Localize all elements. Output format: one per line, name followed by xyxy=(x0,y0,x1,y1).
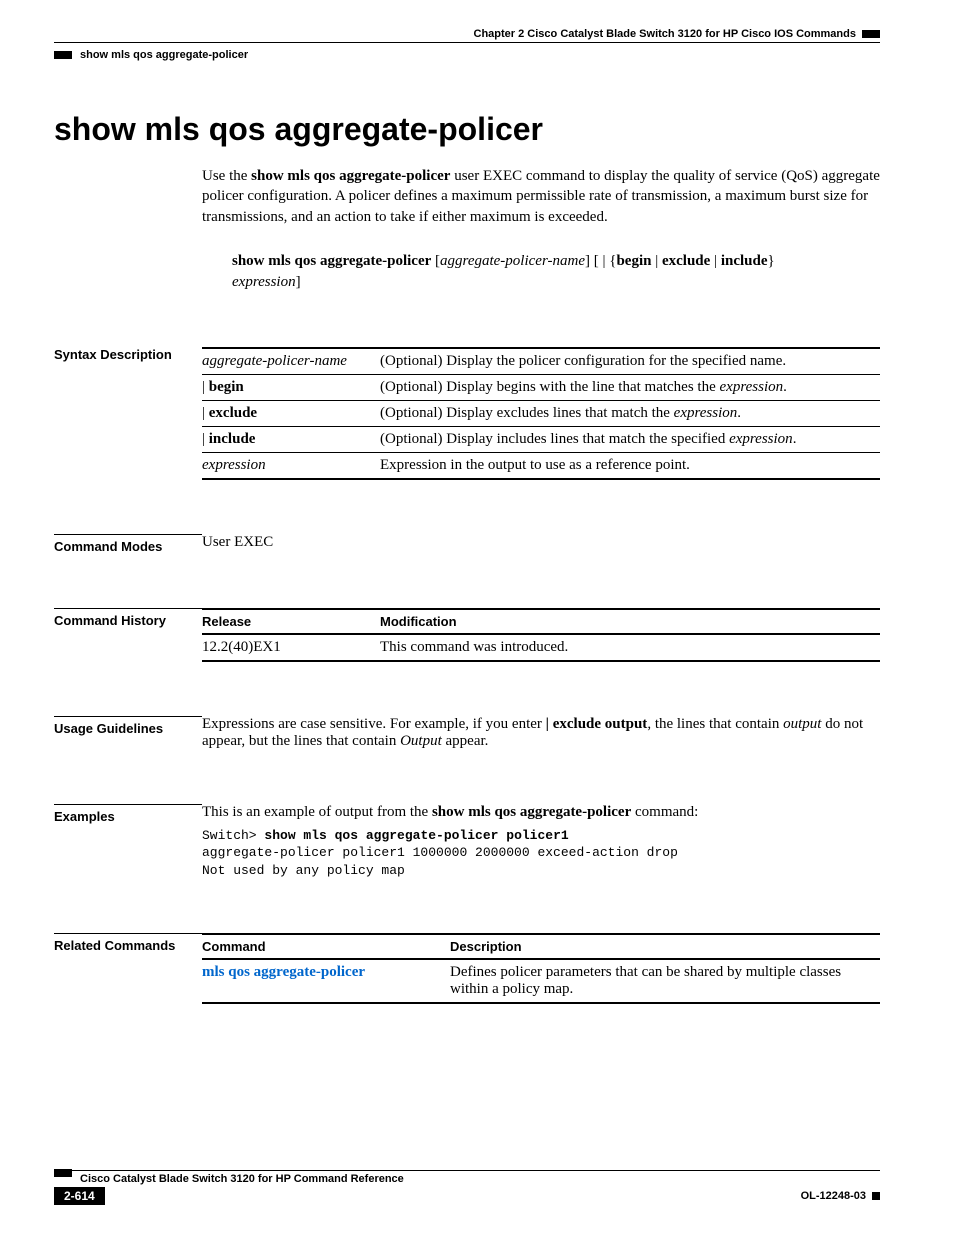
page-footer: Cisco Catalyst Blade Switch 3120 for HP … xyxy=(54,1170,880,1205)
section-label: Examples xyxy=(54,804,202,824)
command-history-section: Command History Release Modification 12.… xyxy=(54,608,880,662)
command-modes-section: Command Modes User EXEC xyxy=(54,534,880,554)
related-commands-section: Related Commands Command Description mls… xyxy=(54,933,880,1004)
table-row: | begin (Optional) Display begins with t… xyxy=(202,374,880,400)
example-code: Switch> show mls qos aggregate-policer p… xyxy=(202,827,880,880)
section-name: show mls qos aggregate-policer xyxy=(80,49,248,61)
page-number: 2-614 xyxy=(54,1187,105,1205)
intro-paragraph: Use the show mls qos aggregate-policer u… xyxy=(202,166,880,227)
page-title: show mls qos aggregate-policer xyxy=(54,111,880,148)
table-row: mls qos aggregate-policer Defines police… xyxy=(202,959,880,1003)
section-label: Syntax Description xyxy=(54,347,202,362)
page-subheader: show mls qos aggregate-policer xyxy=(54,49,880,61)
usage-text: Expressions are case sensitive. For exam… xyxy=(202,716,880,750)
column-header: Command xyxy=(202,934,450,959)
usage-guidelines-section: Usage Guidelines Expressions are case se… xyxy=(54,716,880,750)
related-commands-table: Command Description mls qos aggregate-po… xyxy=(202,933,880,1004)
section-label: Command History xyxy=(54,608,202,628)
syntax-description-section: Syntax Description aggregate-policer-nam… xyxy=(54,347,880,480)
footer-ornament-right xyxy=(872,1192,880,1200)
document-number: OL-12248-03 xyxy=(801,1190,866,1202)
related-command-link[interactable]: mls qos aggregate-policer xyxy=(202,964,365,980)
example-intro: This is an example of output from the sh… xyxy=(202,804,880,821)
column-header: Modification xyxy=(380,609,880,634)
header-ornament-right xyxy=(862,30,880,38)
section-label: Related Commands xyxy=(54,933,202,953)
section-label: Usage Guidelines xyxy=(54,716,202,736)
command-modes-value: User EXEC xyxy=(202,534,880,551)
column-header: Release xyxy=(202,609,380,634)
chapter-title: Chapter 2 Cisco Catalyst Blade Switch 31… xyxy=(474,28,856,40)
header-ornament-left xyxy=(54,51,72,59)
column-header: Description xyxy=(450,934,880,959)
command-history-table: Release Modification 12.2(40)EX1 This co… xyxy=(202,608,880,662)
table-row: aggregate-policer-name (Optional) Displa… xyxy=(202,348,880,375)
table-row: | exclude (Optional) Display excludes li… xyxy=(202,400,880,426)
syntax-line: show mls qos aggregate-policer [aggregat… xyxy=(232,251,880,293)
table-row: 12.2(40)EX1 This command was introduced. xyxy=(202,634,880,661)
examples-section: Examples This is an example of output fr… xyxy=(54,804,880,880)
footer-title: Cisco Catalyst Blade Switch 3120 for HP … xyxy=(80,1173,880,1185)
syntax-description-table: aggregate-policer-name (Optional) Displa… xyxy=(202,347,880,480)
footer-ornament xyxy=(54,1169,72,1177)
table-row: | include (Optional) Display includes li… xyxy=(202,426,880,452)
table-row: expression Expression in the output to u… xyxy=(202,452,880,479)
page-header: Chapter 2 Cisco Catalyst Blade Switch 31… xyxy=(54,28,880,43)
section-label: Command Modes xyxy=(54,534,202,554)
